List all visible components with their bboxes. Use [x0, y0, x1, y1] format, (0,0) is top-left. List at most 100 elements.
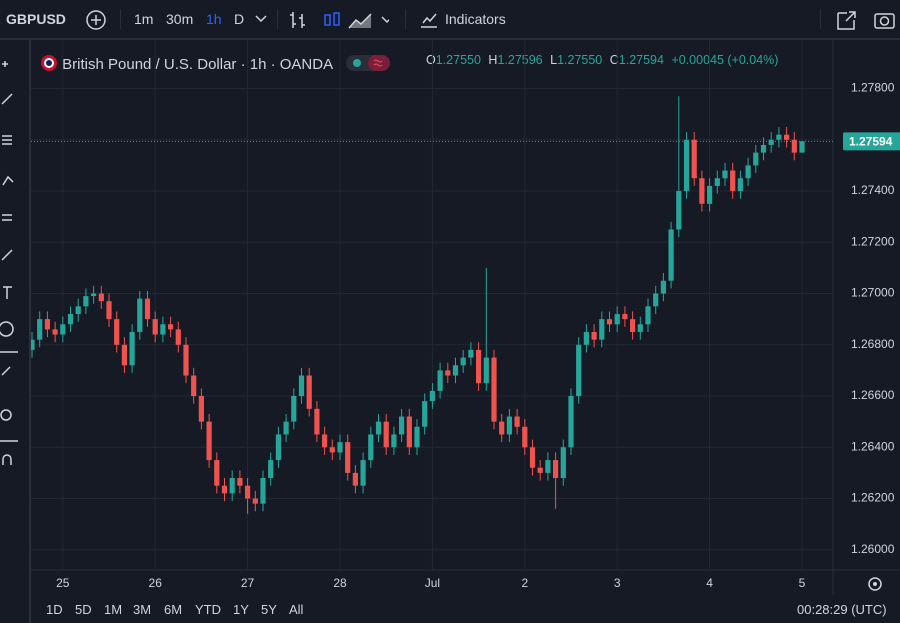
candle-body [630, 319, 636, 332]
ohlc-legend: O1.27550 H1.27596 L1.27550 C1.27594 +0.0… [426, 53, 782, 67]
candle-body [745, 165, 751, 179]
candle-body [329, 447, 335, 453]
legend-title: British Pound / U.S. Dollar · 1h · OANDA [62, 56, 333, 73]
candle-body [676, 191, 682, 230]
range[interactable]: 6M [164, 602, 183, 617]
range[interactable]: All [289, 602, 304, 617]
range[interactable]: 1M [104, 602, 123, 617]
candle-body [514, 416, 520, 427]
candle-body [668, 229, 674, 281]
candle-body [460, 357, 466, 366]
candle-body [60, 324, 66, 335]
status-pill[interactable] [346, 54, 391, 72]
interval[interactable]: 30m [166, 11, 194, 27]
interval[interactable]: 1h [206, 11, 222, 27]
candle-body [468, 349, 474, 358]
ohlc-key: O [426, 53, 436, 67]
y-tick-label: 1.26400 [851, 439, 895, 453]
range[interactable]: 1Y [233, 602, 249, 617]
candle-body [599, 319, 605, 340]
settings-gear [868, 577, 882, 591]
ohlc-key: L [550, 53, 558, 67]
x-tick-label: 4 [706, 576, 713, 590]
candle-body [714, 178, 720, 186]
x-tick-label: Jul [425, 576, 440, 590]
interval[interactable]: 1m [134, 11, 154, 27]
y-tick-label: 1.27800 [851, 81, 895, 95]
ohlc-value: 1.27596 [497, 53, 543, 67]
candle-body [337, 442, 343, 453]
x-tick-label: 25 [56, 576, 70, 590]
tool-icons[interactable] [0, 40, 29, 490]
candle-body [645, 306, 651, 325]
candle-body [776, 134, 782, 140]
candle-body [506, 416, 512, 435]
chart-legend: British Pound / U.S. Dollar · 1h · OANDA [40, 51, 391, 73]
candle-body [360, 460, 366, 486]
x-tick-label: 3 [614, 576, 621, 590]
symbol[interactable]: GBPUSD [6, 11, 66, 27]
candle-body [499, 421, 505, 435]
settings-hub [873, 582, 877, 586]
indicators[interactable]: Indicators [445, 11, 506, 27]
x-tick-label: 28 [333, 576, 347, 590]
candle-body [121, 344, 127, 366]
candle-body [406, 416, 412, 448]
candle-body [214, 460, 220, 486]
candle-body [129, 331, 135, 366]
range[interactable]: 3M [133, 602, 152, 617]
candle-body [368, 434, 374, 461]
candle-body [160, 324, 166, 335]
add-icon[interactable] [85, 9, 107, 31]
y-tick-label: 1.26200 [851, 491, 895, 505]
candle-body [44, 319, 50, 330]
candle-body [722, 170, 728, 179]
candle-body [768, 139, 774, 145]
chevron[interactable] [255, 14, 267, 24]
candle-body [553, 460, 559, 479]
candle-body [252, 498, 258, 504]
candle-body [98, 293, 104, 302]
candle-body [191, 375, 197, 397]
candle-body [399, 416, 405, 435]
settings-icon[interactable] [868, 577, 882, 591]
candle-body [491, 357, 497, 422]
candle-body [268, 460, 274, 479]
ohlc-key: C [609, 53, 619, 67]
candle-body [429, 390, 435, 402]
chart: 1.26000 1.26200 1.26400 1.26600 1.26800 1.270… [31, 40, 900, 595]
candle-body [67, 314, 74, 325]
candle-body [760, 144, 767, 153]
candle-body [291, 396, 297, 422]
candle-body [52, 329, 58, 335]
chart-type-icons[interactable] [289, 9, 389, 31]
candle-body [707, 185, 713, 204]
candle-body [622, 314, 628, 320]
drawing-toolbar [0, 40, 31, 623]
range[interactable]: 1D [46, 602, 63, 617]
y-tick-label: 1.26000 [851, 542, 895, 556]
ohlc-value: 1.27550 [435, 53, 481, 67]
x-tick-label: 26 [149, 576, 163, 590]
candle-body [31, 339, 35, 350]
candle-body [152, 319, 158, 335]
candle-body [791, 139, 797, 153]
range[interactable]: 5Y [261, 602, 277, 617]
x-tick-label: 5 [799, 576, 806, 590]
candle-body [183, 344, 189, 376]
range[interactable]: YTD [195, 602, 221, 617]
y-tick-label: 1.26800 [851, 337, 895, 351]
candle-body [445, 370, 451, 376]
candle-body [91, 293, 97, 297]
candle-body [568, 396, 574, 448]
range[interactable]: 5D [75, 602, 92, 617]
candle-body [306, 375, 312, 409]
indicators-icon[interactable] [419, 9, 439, 29]
x-tick-label: 2 [521, 576, 528, 590]
interval[interactable]: D [234, 11, 245, 27]
y-tick-label: 1.27400 [851, 183, 895, 197]
candle-body [660, 280, 666, 294]
ohlc-key: H [488, 53, 498, 67]
toolbar-right-icons[interactable] [836, 9, 896, 31]
